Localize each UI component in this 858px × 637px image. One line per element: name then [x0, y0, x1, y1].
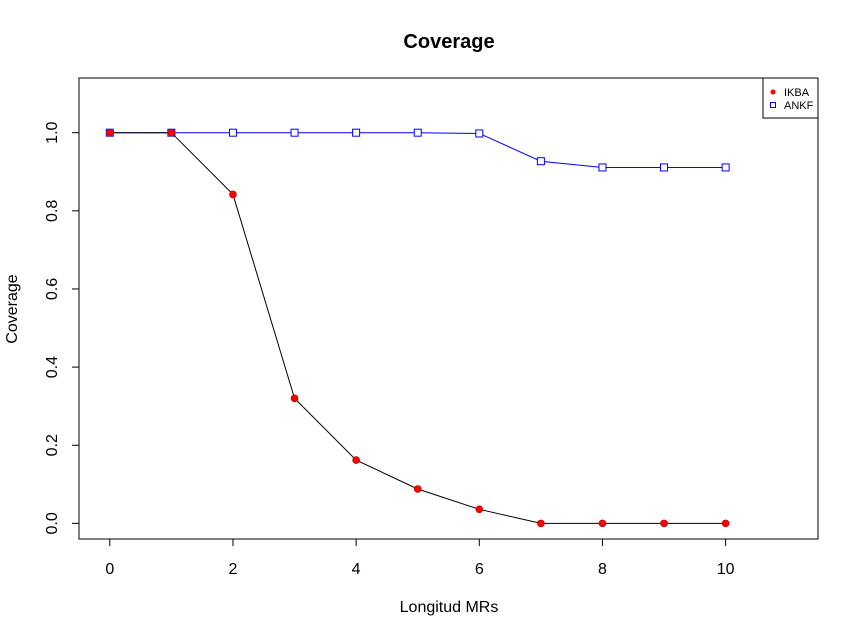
chart-title: Coverage — [403, 31, 494, 53]
legend-box — [762, 77, 819, 119]
data-point-ikba — [352, 456, 360, 464]
series-ikba — [105, 128, 730, 528]
series-line-ikba — [109, 132, 726, 524]
x-tick-label: 6 — [475, 561, 484, 578]
data-point-ikba — [167, 128, 176, 137]
plot-frame — [78, 77, 819, 540]
data-point-ankf — [598, 163, 607, 172]
data-point-ikba — [229, 190, 237, 199]
data-point-ankf — [352, 128, 361, 137]
y-axis: 0.0 0.2 0.4 0.6 0.8 1.0 — [44, 121, 80, 534]
legend-label-ikba: IKBA — [784, 87, 810, 99]
data-point-ikba — [413, 485, 422, 493]
x-tick-label: 4 — [352, 561, 361, 578]
legend-marker-ankf — [770, 102, 776, 108]
data-point-ankf — [290, 128, 299, 137]
data-point-ikba — [290, 394, 299, 403]
data-point-ikba — [721, 519, 730, 528]
data-point-ankf — [660, 163, 669, 172]
x-tick-label: 8 — [598, 561, 607, 578]
data-point-ankf — [475, 129, 484, 138]
y-tick-label: 0.2 — [44, 434, 61, 456]
data-point-ankf — [536, 157, 545, 166]
x-tick-label: 0 — [105, 561, 114, 578]
x-axis-label: Longitud MRs — [400, 599, 499, 616]
data-point-ankf — [721, 163, 730, 172]
legend-marker-ikba — [770, 89, 776, 95]
y-axis-label: Coverage — [4, 274, 21, 343]
y-tick-label: 0.8 — [44, 200, 61, 222]
data-point-ikba — [537, 519, 545, 528]
series-layer — [105, 128, 730, 528]
data-point-ikba — [598, 519, 607, 528]
y-tick-label: 0.6 — [44, 278, 61, 300]
series-line-ankf — [109, 132, 726, 168]
y-tick-label: 0.0 — [44, 512, 61, 534]
y-tick-label: 0.4 — [44, 356, 61, 378]
x-tick-label: 2 — [229, 561, 238, 578]
legend-label-ankf: ANKF — [784, 100, 814, 112]
y-tick-label: 1.0 — [44, 121, 61, 143]
data-point-ankf — [413, 128, 422, 137]
data-point-ikba — [475, 505, 484, 514]
data-point-ikba — [660, 519, 668, 528]
x-axis: 0 2 4 6 8 10 — [105, 538, 735, 578]
data-point-ikba — [105, 128, 114, 137]
x-tick-label: 10 — [717, 561, 735, 578]
series-ankf — [105, 128, 730, 172]
data-point-ankf — [228, 128, 237, 137]
